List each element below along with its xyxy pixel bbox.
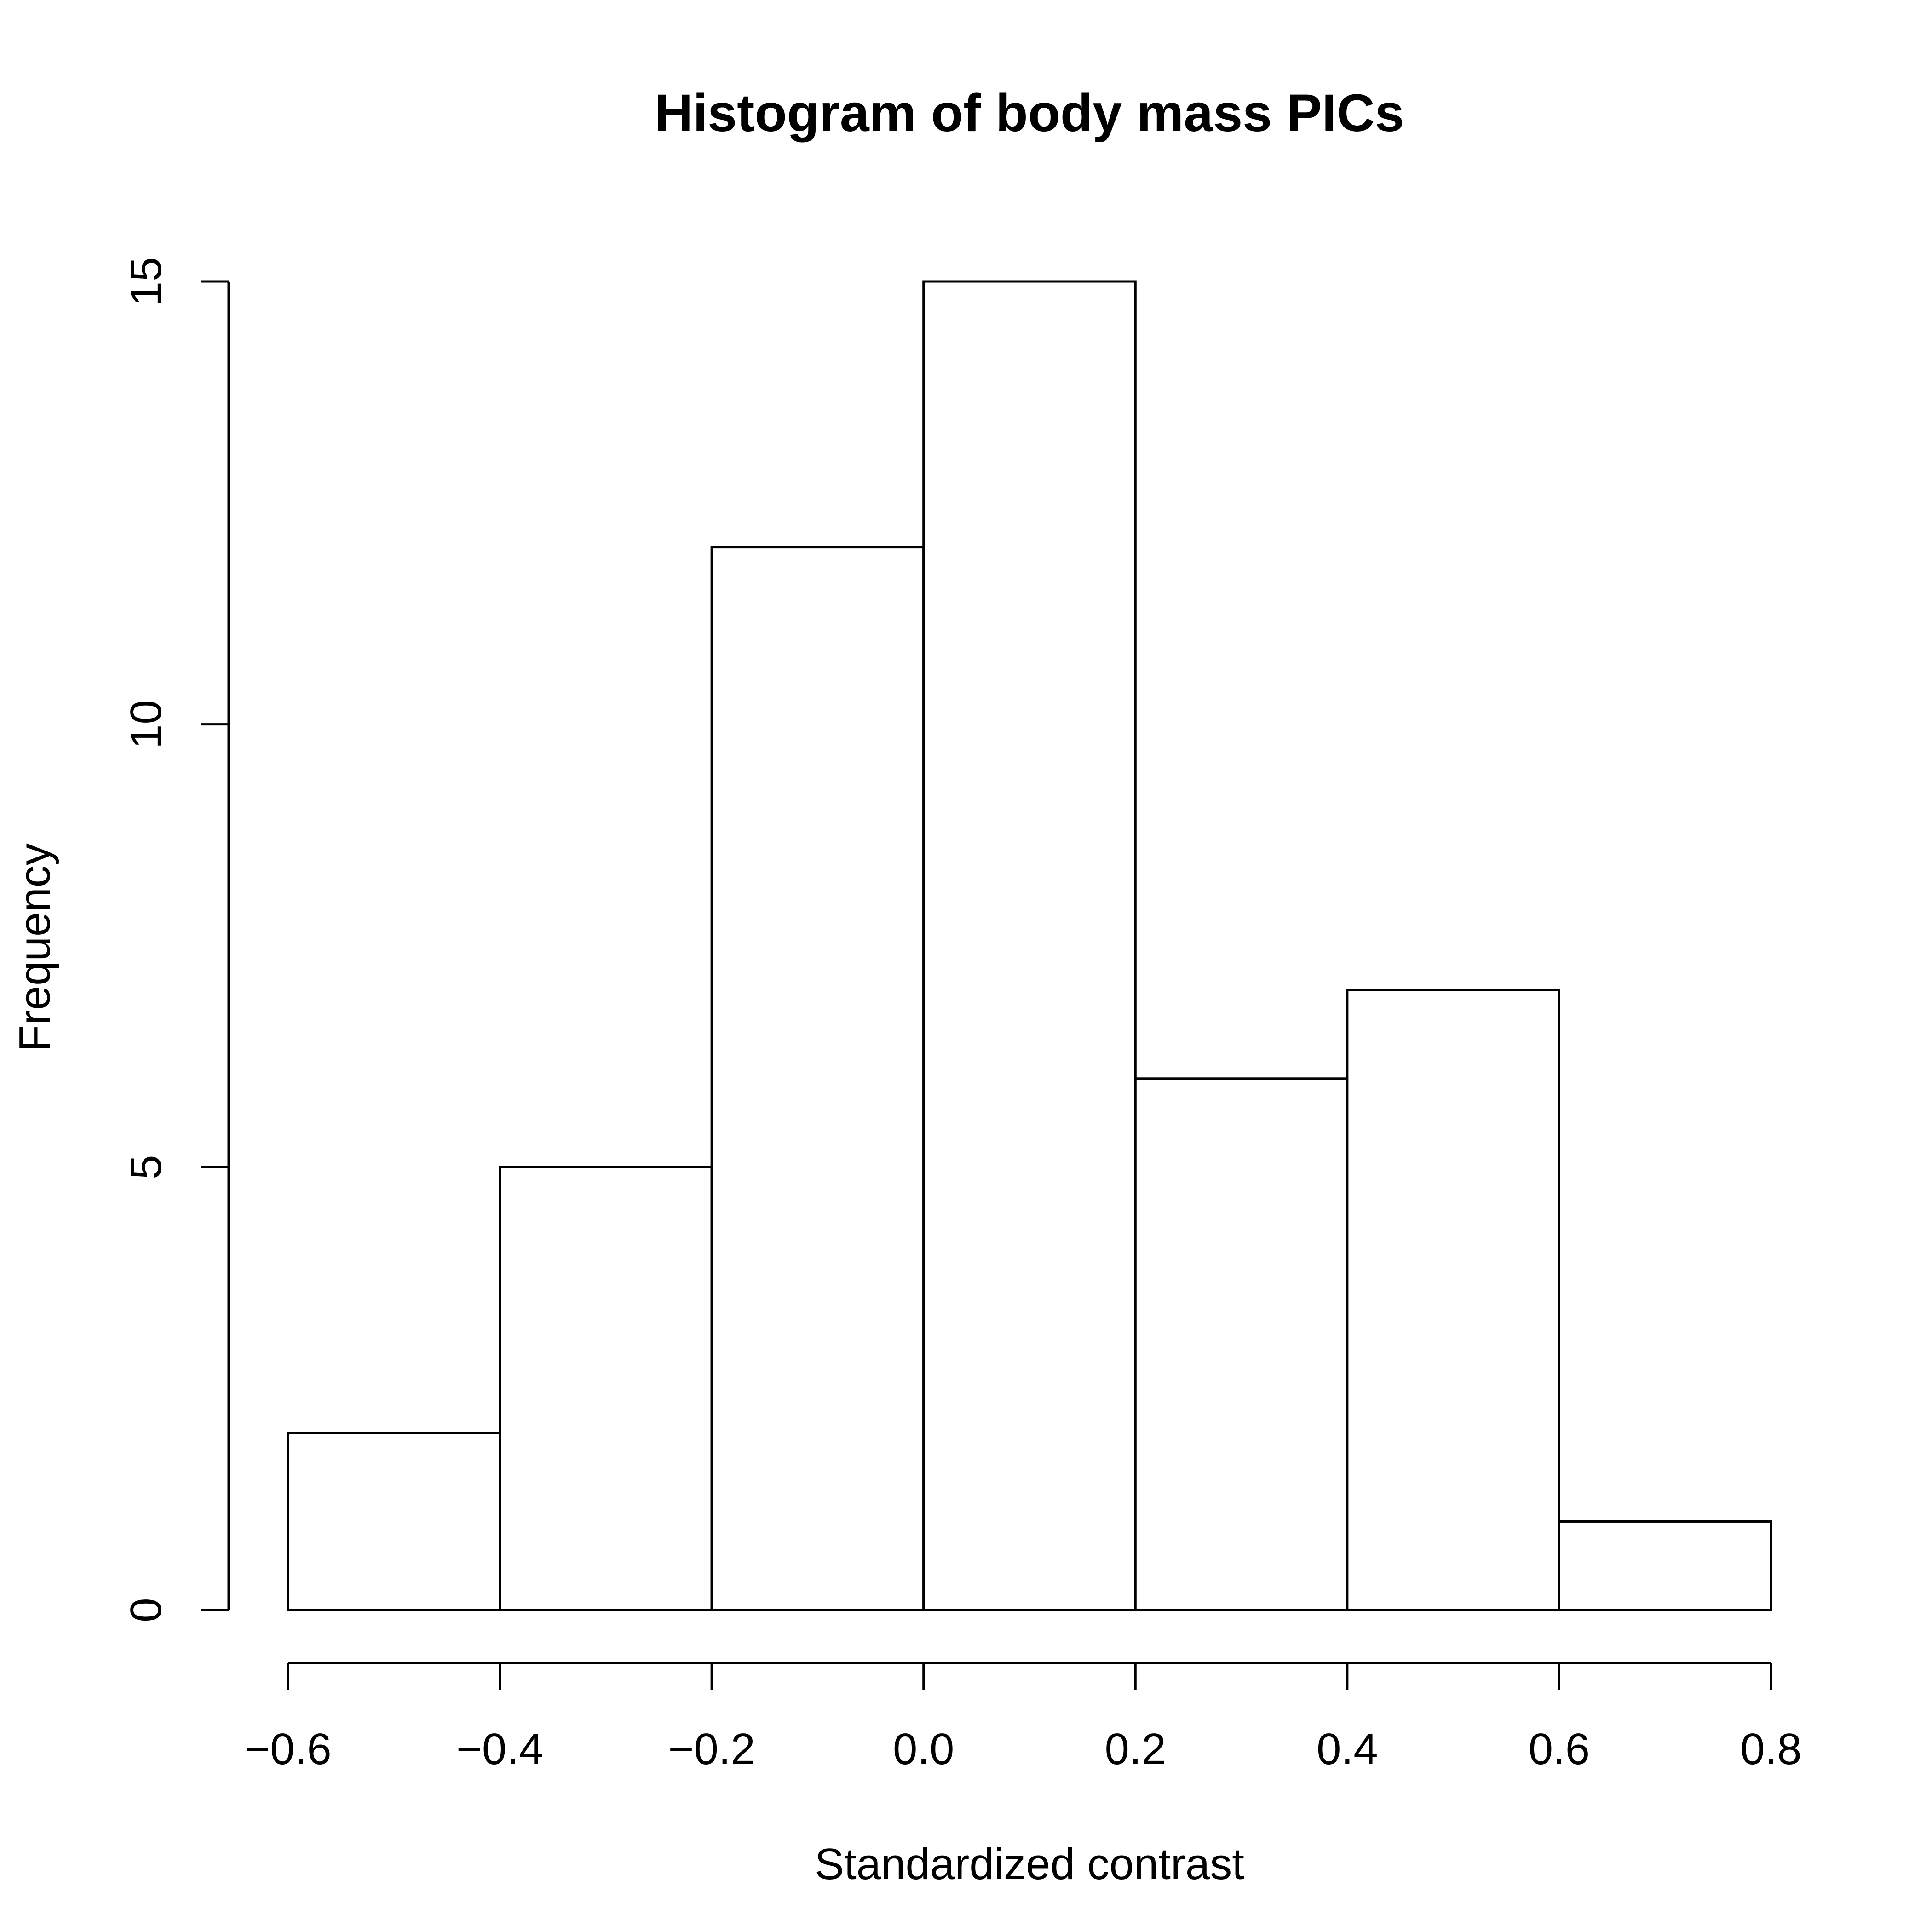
histogram-bar-6 (1558, 1520, 1772, 1611)
x-axis-label: Standardized contrast (815, 1840, 1244, 1889)
y-tick-label-3: 15 (121, 257, 171, 306)
y-axis: 0 5 10 15 (121, 257, 230, 1622)
histogram-bar-0 (287, 1432, 501, 1611)
chart-title: Histogram of body mass PICs (655, 84, 1404, 143)
y-tick-label-2: 10 (121, 700, 171, 749)
y-tick-label-1: 5 (121, 1155, 171, 1179)
x-tick-label-4: 0.2 (1105, 1725, 1166, 1774)
x-tick-label-5: 0.4 (1317, 1725, 1378, 1774)
x-tick-label-1: −0.4 (456, 1725, 544, 1774)
y-axis-label: Frequency (10, 843, 59, 1052)
x-tick-label-0: −0.6 (244, 1725, 332, 1774)
histogram-bar-2 (710, 546, 925, 1611)
x-tick-label-3: 0.0 (893, 1725, 954, 1774)
y-tick-label-0: 0 (121, 1598, 171, 1622)
bars-group (287, 280, 1772, 1611)
histogram-bar-5 (1346, 989, 1560, 1611)
x-axis: −0.6 −0.4 −0.2 0.0 0.2 0.4 0.6 0.8 (244, 1662, 1802, 1774)
histogram-bar-1 (499, 1166, 713, 1611)
histogram-bar-3 (922, 280, 1137, 1611)
histogram-bar-4 (1134, 1077, 1349, 1611)
x-tick-label-6: 0.6 (1529, 1725, 1590, 1774)
x-tick-label-7: 0.8 (1740, 1725, 1801, 1774)
x-tick-label-2: −0.2 (668, 1725, 755, 1774)
